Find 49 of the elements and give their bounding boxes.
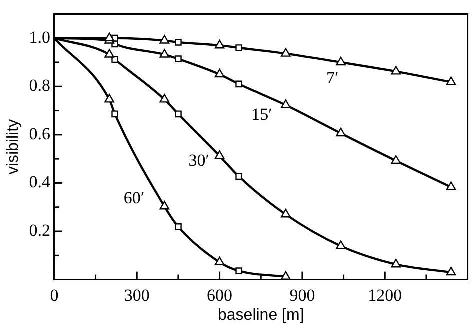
point [236,268,243,275]
x-tick-label: 300 [124,286,150,305]
point [112,110,119,118]
x-axis-title: baseline [m] [218,306,304,324]
point [214,256,225,266]
point [446,76,456,86]
point [336,56,346,66]
y-axis-title: visibility [5,119,22,175]
y-tick-label: 0.2 [29,220,50,240]
y-tick-label: 1.0 [29,28,50,47]
annotation: 30′ [188,151,210,170]
annotation: 7′ [326,68,339,88]
x-tick-label: 600 [207,286,233,305]
point [214,40,225,49]
x-tick-label: 0 [50,286,59,305]
point [160,94,170,103]
x-tick-label: 900 [290,286,316,305]
point [104,94,114,103]
point [214,150,225,160]
point [214,68,225,78]
point [175,39,182,46]
point [391,155,402,164]
point [446,182,456,190]
point [160,35,170,44]
point [280,209,291,218]
point [160,49,170,58]
point [112,56,119,64]
annotation: 15′ [252,105,272,124]
point [336,240,346,250]
y-tick-label: 0.8 [29,76,50,96]
point [104,49,114,58]
x-tick-label: 1200 [368,286,402,305]
point [236,173,243,180]
point [104,32,114,42]
point [446,266,456,276]
point [391,258,402,268]
point [175,223,182,230]
point [236,44,243,52]
point [236,80,243,88]
point [280,48,291,57]
point [175,56,182,63]
point [336,128,346,137]
y-tick-label: 0.4 [29,172,51,192]
y-tick-label: 0.6 [29,124,50,144]
point [175,110,182,118]
point [160,201,170,210]
point [391,66,402,75]
point [280,100,291,108]
annotation: 60′ [124,188,145,208]
